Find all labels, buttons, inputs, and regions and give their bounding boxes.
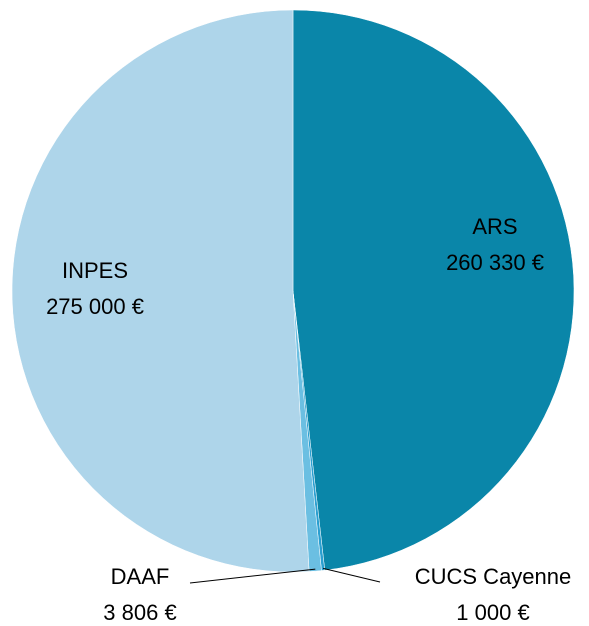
leader-line bbox=[323, 567, 381, 583]
slice-value-label: 260 330 € bbox=[446, 250, 544, 275]
slice-value-label: 3 806 € bbox=[103, 600, 176, 625]
slice-label: ARS bbox=[472, 214, 517, 239]
slice-value-label: 275 000 € bbox=[46, 294, 144, 319]
slice-value-label: 1 000 € bbox=[456, 600, 529, 625]
pie-slice bbox=[11, 9, 310, 573]
slice-label: INPES bbox=[62, 258, 128, 283]
leader-line bbox=[189, 568, 316, 584]
slice-label: CUCS Cayenne bbox=[415, 564, 572, 589]
slice-label: DAAF bbox=[111, 564, 170, 589]
pie-slice bbox=[292, 9, 575, 571]
